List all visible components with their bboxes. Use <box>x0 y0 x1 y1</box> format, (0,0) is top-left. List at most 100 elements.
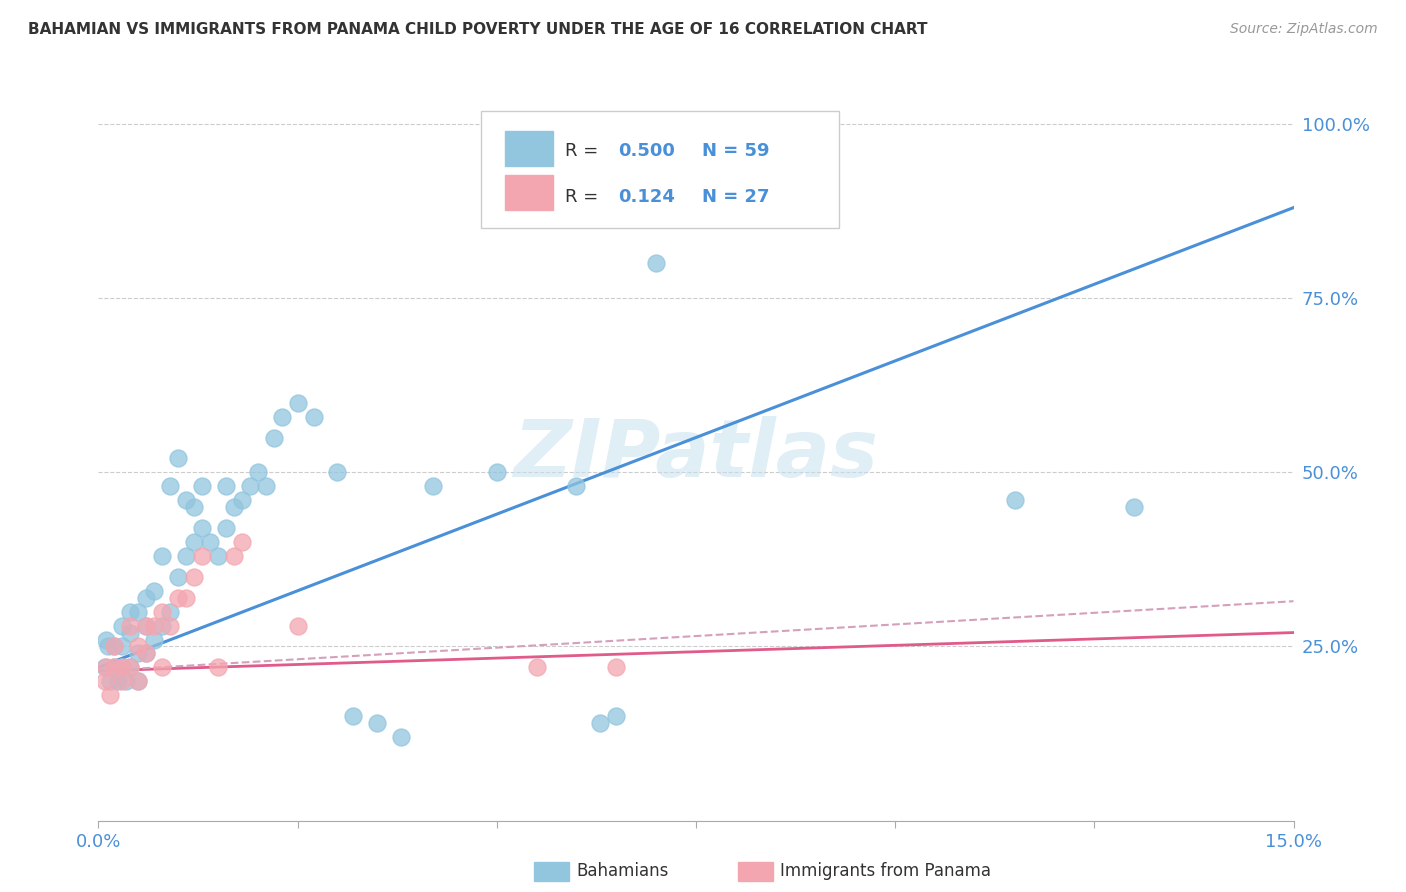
Text: Immigrants from Panama: Immigrants from Panama <box>780 863 991 880</box>
Point <box>127 674 149 689</box>
Point <box>98 674 122 689</box>
Point <box>183 570 205 584</box>
Point <box>135 618 157 632</box>
Point <box>302 409 325 424</box>
Point <box>485 466 508 480</box>
Point <box>111 674 134 689</box>
Point <box>159 618 181 632</box>
Point <box>198 535 221 549</box>
Point <box>127 605 149 619</box>
Text: 0.124: 0.124 <box>619 187 675 206</box>
Point <box>287 618 309 632</box>
Point <box>127 674 149 689</box>
Point <box>222 500 245 515</box>
Point <box>143 618 166 632</box>
Point <box>150 549 173 563</box>
Point <box>605 709 627 723</box>
Point <box>270 409 292 424</box>
Point <box>366 716 388 731</box>
Point <box>103 640 125 654</box>
Point <box>645 256 668 270</box>
Point <box>111 618 134 632</box>
Point <box>103 640 125 654</box>
Point <box>326 466 349 480</box>
Point <box>143 583 166 598</box>
Point <box>231 535 253 549</box>
Point <box>143 632 166 647</box>
Point <box>96 660 118 674</box>
Point <box>183 535 205 549</box>
Point <box>150 660 173 674</box>
Point <box>127 647 149 661</box>
Point <box>207 549 229 563</box>
Point <box>174 493 197 508</box>
Text: R =: R = <box>565 143 603 161</box>
Point <box>135 618 157 632</box>
Point <box>111 660 134 674</box>
Point <box>103 660 125 674</box>
Point <box>159 605 181 619</box>
Point <box>287 395 309 409</box>
Point <box>422 479 444 493</box>
Point <box>191 521 214 535</box>
Point <box>115 674 138 689</box>
Point <box>191 479 214 493</box>
Point <box>111 660 134 674</box>
Point <box>94 660 117 674</box>
Point <box>120 660 142 674</box>
Point <box>246 466 269 480</box>
Point <box>120 618 142 632</box>
Point <box>183 500 205 515</box>
Point <box>167 451 190 466</box>
Point <box>215 521 238 535</box>
Point <box>97 640 120 654</box>
Point <box>1004 493 1026 508</box>
Point <box>150 618 173 632</box>
Point <box>526 660 548 674</box>
Point <box>103 660 125 674</box>
Point <box>120 625 142 640</box>
Point <box>191 549 214 563</box>
Text: N = 27: N = 27 <box>702 187 769 206</box>
FancyBboxPatch shape <box>505 175 553 210</box>
Point <box>342 709 364 723</box>
Point <box>231 493 253 508</box>
Point <box>1123 500 1146 515</box>
Point <box>107 674 129 689</box>
Point <box>167 591 190 605</box>
Point <box>589 716 612 731</box>
Point <box>167 570 190 584</box>
Text: BAHAMIAN VS IMMIGRANTS FROM PANAMA CHILD POVERTY UNDER THE AGE OF 16 CORRELATION: BAHAMIAN VS IMMIGRANTS FROM PANAMA CHILD… <box>28 22 928 37</box>
Point <box>94 674 117 689</box>
Point <box>254 479 277 493</box>
Point <box>239 479 262 493</box>
Text: R =: R = <box>565 187 609 206</box>
Text: ZIPatlas: ZIPatlas <box>513 416 879 494</box>
FancyBboxPatch shape <box>481 112 839 228</box>
Point <box>96 632 118 647</box>
Point <box>135 591 157 605</box>
Point <box>135 647 157 661</box>
Point <box>135 647 157 661</box>
Point <box>150 605 173 619</box>
Text: Bahamians: Bahamians <box>576 863 669 880</box>
Point <box>263 430 285 444</box>
Point <box>111 640 134 654</box>
Text: N = 59: N = 59 <box>702 143 769 161</box>
Point <box>215 479 238 493</box>
FancyBboxPatch shape <box>505 131 553 166</box>
Point <box>159 479 181 493</box>
Point <box>222 549 245 563</box>
Point <box>120 660 142 674</box>
Point <box>565 479 588 493</box>
Text: Source: ZipAtlas.com: Source: ZipAtlas.com <box>1230 22 1378 37</box>
Point <box>174 591 197 605</box>
Point <box>127 640 149 654</box>
Point <box>605 660 627 674</box>
Text: 0.500: 0.500 <box>619 143 675 161</box>
Point <box>98 688 122 702</box>
Point <box>207 660 229 674</box>
Point <box>389 730 412 744</box>
Point <box>174 549 197 563</box>
Point <box>120 605 142 619</box>
